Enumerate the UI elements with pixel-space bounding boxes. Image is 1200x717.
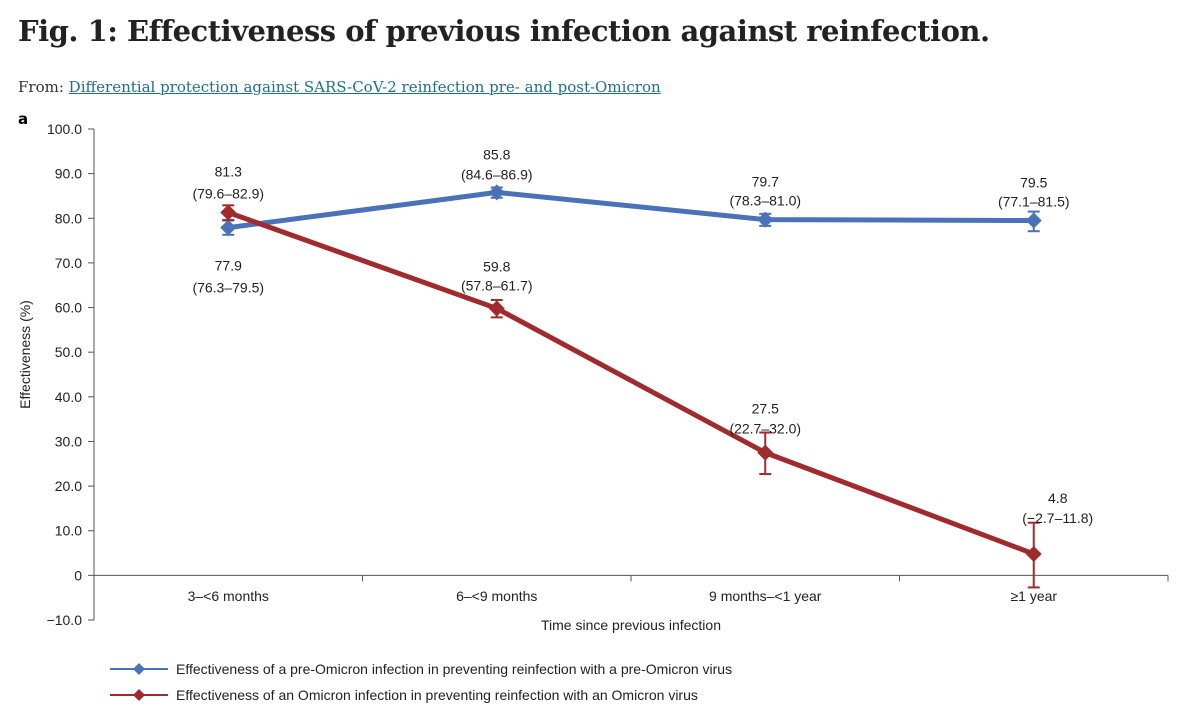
omicron-value-label: 27.5 xyxy=(752,401,779,417)
data-point-marker xyxy=(488,184,505,201)
y-tick-label: 10.0 xyxy=(55,523,82,539)
y-tick-label: −10.0 xyxy=(47,612,83,628)
series-line-1 xyxy=(225,209,1037,557)
y-tick-label: 30.0 xyxy=(55,433,82,449)
y-tick-label: 90.0 xyxy=(55,166,82,182)
source-line: From: Differential protection against SA… xyxy=(18,78,661,96)
y-tick-label: 100.0 xyxy=(47,121,82,137)
omicron-value-label: 81.3 xyxy=(215,163,242,179)
pre-omicron-value-label: 79.5 xyxy=(1020,175,1047,191)
data-point-marker xyxy=(220,204,237,221)
data-point-marker xyxy=(1025,212,1042,229)
omicron-ci-label: (−2.7–11.8) xyxy=(1022,510,1093,526)
pre-omicron-ci-label: (76.3–79.5) xyxy=(192,280,264,296)
y-tick-label: 60.0 xyxy=(55,300,82,316)
data-point-marker xyxy=(757,444,774,461)
y-tick-label: 20.0 xyxy=(55,478,82,494)
y-tick-label: 0 xyxy=(74,567,82,583)
source-article-link[interactable]: Differential protection against SARS-CoV… xyxy=(68,78,661,96)
x-tick-label: 3–<6 months xyxy=(188,588,269,604)
pre-omicron-ci-label: (77.1–81.5) xyxy=(998,194,1070,210)
pre-omicron-ci-label: (78.3–81.0) xyxy=(729,193,801,209)
data-point-marker xyxy=(488,300,505,317)
data-point-marker xyxy=(1025,545,1042,562)
omicron-ci-label: (79.6–82.9) xyxy=(192,185,264,201)
x-tick-label: ≥1 year xyxy=(1010,588,1057,604)
x-axis-title: Time since previous infection xyxy=(541,617,721,633)
pre-omicron-value-label: 77.9 xyxy=(215,258,242,274)
legend-label: Effectiveness of an Omicron infection in… xyxy=(176,687,698,703)
panel-label: a xyxy=(18,110,29,128)
series-line-0 xyxy=(225,189,1037,231)
x-tick-label: 6–<9 months xyxy=(456,588,537,604)
legend-marker xyxy=(133,663,145,675)
y-tick-label: 40.0 xyxy=(55,389,82,405)
omicron-ci-label: (22.7–32.0) xyxy=(729,421,801,437)
y-tick-label: 70.0 xyxy=(55,255,82,271)
omicron-value-label: 4.8 xyxy=(1048,490,1068,506)
y-axis-title: Effectiveness (%) xyxy=(17,300,33,409)
y-tick-label: 80.0 xyxy=(55,210,82,226)
x-tick-label: 9 months–<1 year xyxy=(709,588,822,604)
source-prefix: From: xyxy=(18,78,64,96)
data-point-marker xyxy=(220,219,237,236)
data-point-marker xyxy=(757,211,774,228)
legend-marker xyxy=(133,689,145,701)
pre-omicron-value-label: 79.7 xyxy=(752,174,779,190)
figure-title: Fig. 1: Effectiveness of previous infect… xyxy=(18,14,990,48)
y-tick-label: 50.0 xyxy=(55,344,82,360)
legend-label: Effectiveness of a pre-Omicron infection… xyxy=(176,661,732,677)
omicron-value-label: 59.8 xyxy=(483,258,510,274)
omicron-ci-label: (57.8–61.7) xyxy=(461,277,533,293)
pre-omicron-ci-label: (84.6–86.9) xyxy=(461,166,533,182)
pre-omicron-value-label: 85.8 xyxy=(483,146,510,162)
